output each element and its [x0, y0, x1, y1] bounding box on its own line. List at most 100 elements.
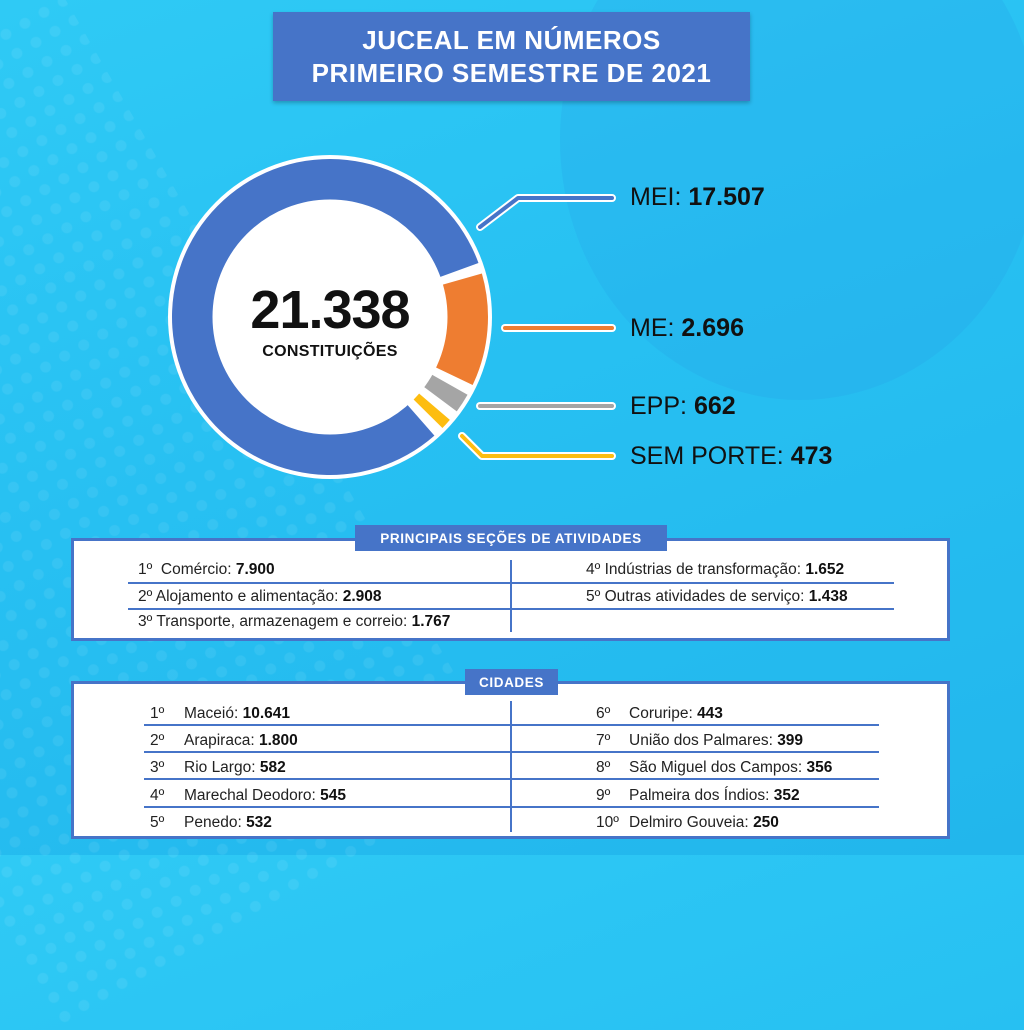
- city-item: 10º Delmiro Gouveia: 250: [596, 811, 779, 835]
- city-rank: 4º: [150, 787, 165, 804]
- city-name: Arapiraca:: [184, 732, 255, 749]
- activity-rank: 2º: [138, 588, 153, 605]
- legend-me: ME: 2.696: [630, 314, 744, 342]
- city-value: 443: [697, 705, 723, 722]
- leader-line-mei: [476, 194, 616, 231]
- city-rank: 9º: [596, 787, 611, 804]
- row-divider: [128, 582, 510, 584]
- legend-sem-porte: SEM PORTE: 473: [630, 442, 833, 470]
- city-name: União dos Palmares:: [629, 732, 773, 749]
- city-rank: 10º: [596, 814, 619, 831]
- activity-value: 7.900: [235, 561, 275, 578]
- row-divider: [512, 724, 879, 726]
- activity-name: Indústrias de transformação:: [604, 561, 802, 578]
- row-divider: [128, 608, 510, 610]
- city-name: Palmeira dos Índios:: [629, 787, 770, 804]
- city-name: Delmiro Gouveia:: [629, 814, 749, 831]
- city-name: São Miguel dos Campos:: [629, 759, 803, 776]
- city-value: 582: [259, 759, 286, 776]
- city-rank: 2º: [150, 732, 165, 749]
- activities-heading: PRINCIPAIS SEÇÕES DE ATIVIDADES: [355, 525, 667, 551]
- city-value: 352: [773, 787, 800, 804]
- cities-divider: [510, 701, 512, 832]
- activity-item: 2º Alojamento e alimentação: 2.908: [138, 585, 382, 609]
- activity-name: Transporte, armazenagem e correio:: [156, 613, 408, 630]
- donut-segment-epp: [423, 374, 468, 412]
- legend-epp: EPP: 662: [630, 392, 736, 420]
- activity-name: Alojamento e alimentação:: [155, 588, 339, 605]
- city-value: 532: [246, 814, 272, 831]
- city-item: 4º Marechal Deodoro: 545: [150, 784, 346, 808]
- city-item: 5º Penedo: 532: [150, 811, 272, 835]
- activity-rank: 1º: [138, 561, 153, 578]
- row-divider: [512, 751, 879, 753]
- city-value: 250: [753, 814, 779, 831]
- title-line-2: PRIMEIRO SEMESTRE DE 2021: [311, 57, 712, 88]
- page-title: JUCEAL EM NÚMEROS PRIMEIRO SEMESTRE DE 2…: [273, 12, 750, 101]
- city-name: Marechal Deodoro:: [184, 787, 316, 804]
- activity-value: 2.908: [342, 588, 382, 605]
- city-value: 545: [320, 787, 347, 804]
- activities-divider: [510, 560, 512, 632]
- city-item: 8º São Miguel dos Campos: 356: [596, 756, 832, 780]
- legend-me-name: ME: [630, 314, 668, 342]
- city-rank: 5º: [150, 814, 165, 831]
- city-value: 399: [777, 732, 804, 749]
- city-item: 7º União dos Palmares: 399: [596, 729, 803, 753]
- city-name: Rio Largo:: [184, 759, 256, 776]
- legend-sem-porte-value: 473: [790, 442, 833, 470]
- activity-rank: 3º: [138, 613, 153, 630]
- row-divider: [144, 778, 510, 780]
- legend-epp-value: 662: [693, 392, 736, 420]
- activity-rank: 4º: [586, 561, 601, 578]
- activity-value: 1.438: [808, 588, 848, 605]
- activity-value: 1.767: [411, 613, 451, 630]
- activity-name: Outras atividades de serviço:: [604, 588, 805, 605]
- city-name: Maceió:: [184, 705, 239, 722]
- city-value: 10.641: [242, 705, 291, 722]
- activity-value: 1.652: [805, 561, 845, 578]
- row-divider: [144, 724, 510, 726]
- city-rank: 7º: [596, 732, 611, 749]
- title-line-1: JUCEAL EM NÚMEROS: [362, 24, 661, 55]
- donut-center-label: CONSTITUIÇÕES: [262, 343, 398, 360]
- legend-me-value: 2.696: [681, 314, 744, 342]
- activity-item: 4º Indústrias de transformação: 1.652: [586, 558, 844, 582]
- legend-mei-value: 17.507: [688, 183, 765, 211]
- donut-total: 21.338: [250, 280, 410, 340]
- city-value: 356: [806, 759, 833, 776]
- city-value: 1.800: [258, 732, 298, 749]
- legend-mei: MEI: 17.507: [630, 183, 765, 211]
- row-divider: [512, 778, 879, 780]
- city-rank: 8º: [596, 759, 611, 776]
- row-divider: [144, 751, 510, 753]
- legend-sem-porte-name: SEM PORTE: [630, 442, 777, 470]
- city-item: 3º Rio Largo: 582: [150, 756, 286, 780]
- activity-item: 1º Comércio: 7.900: [138, 558, 275, 582]
- city-item: 2º Arapiraca: 1.800: [150, 729, 298, 753]
- leader-line-sem-porte: [458, 432, 616, 460]
- donut-segment-sem-porte: [412, 392, 450, 429]
- city-name: Coruripe:: [629, 705, 693, 722]
- row-divider: [512, 806, 879, 808]
- legend-epp-name: EPP: [630, 392, 681, 420]
- donut-chart: [172, 159, 616, 476]
- activity-item: 3º Transporte, armazenagem e correio: 1.…: [138, 610, 450, 634]
- cities-heading: CIDADES: [465, 669, 558, 695]
- city-item: 9º Palmeira dos Índios: 352: [596, 784, 800, 808]
- row-divider: [144, 806, 510, 808]
- city-item: 1º Maceió: 10.641: [150, 702, 290, 726]
- activity-rank: 5º: [586, 588, 601, 605]
- activity-item: 5º Outras atividades de serviço: 1.438: [586, 585, 848, 609]
- city-rank: 3º: [150, 759, 165, 776]
- legend-mei-name: MEI: [630, 183, 675, 211]
- city-name: Penedo:: [184, 814, 242, 831]
- row-divider: [512, 608, 894, 610]
- city-rank: 6º: [596, 705, 611, 722]
- city-rank: 1º: [150, 705, 165, 722]
- city-item: 6º Coruripe: 443: [596, 702, 723, 726]
- row-divider: [512, 582, 894, 584]
- activity-name: Comércio:: [160, 561, 232, 578]
- donut-inner-outline: [212, 199, 448, 435]
- donut-segment-me: [434, 273, 489, 385]
